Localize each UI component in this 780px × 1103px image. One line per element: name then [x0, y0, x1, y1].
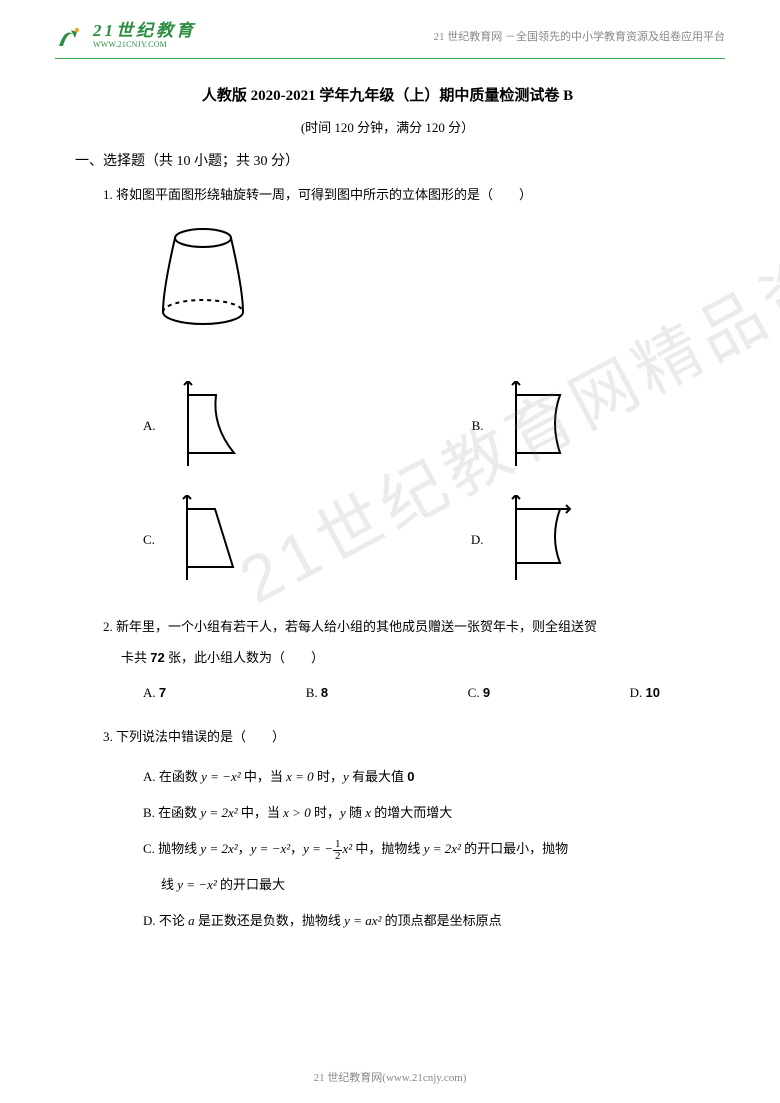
q1-option-b: B. — [472, 381, 580, 471]
logo: 21世纪教育 WWW.21CNJY.COM — [55, 20, 196, 52]
question-3: 3. 下列说法中错误的是（ ） A. 在函数 y = −x² 中，当 x = 0… — [103, 722, 700, 935]
section-1-header: 一、选择题（共 10 小题；共 30 分） — [75, 150, 700, 170]
q1-figA-icon — [172, 381, 252, 471]
q1-figD-icon — [500, 495, 580, 585]
header-right-text: 21 世纪教育网 －全国领先的中小学教育资源及组卷应用平台 — [434, 28, 726, 44]
q2-stem-line2: 卡共 72 张，此小组人数为（ ） — [121, 642, 700, 673]
q3-stem: 3. 下列说法中错误的是（ ） — [103, 722, 700, 752]
q2-stem-line1: 2. 新年里，一个小组有若干人，若每人给小组的其他成员赠送一张贺年卡，则全组送贺 — [103, 611, 700, 642]
q1-option-a: A. — [143, 381, 252, 471]
q1-optD-label: D. — [471, 525, 484, 555]
logo-sub-text: WWW.21CNJY.COM — [93, 41, 196, 50]
logo-main-text: 21世纪教育 — [93, 22, 196, 41]
q1-option-c: C. — [143, 495, 251, 585]
q1-optC-label: C. — [143, 525, 155, 555]
q3-optD: D. 不论 a 是正数还是负数，抛物线 y = ax² 的顶点都是坐标原点 — [143, 906, 700, 936]
content: 人教版 2020-2021 学年九年级（上）期中质量检测试卷 B (时间 120… — [0, 59, 780, 936]
page-header: 21世纪教育 WWW.21CNJY.COM 21 世纪教育网 －全国领先的中小学… — [0, 0, 780, 58]
q2-optD: D. 10 — [630, 677, 660, 708]
q3-optA: A. 在函数 y = −x² 中，当 x = 0 时，y 有最大值 0 — [143, 762, 700, 792]
question-1: 1. 将如图平面图形绕轴旋转一周，可得到图中所示的立体图形的是（ ） A. — [103, 180, 700, 597]
q1-figB-icon — [500, 381, 580, 471]
q2-optC: C. 9 — [468, 677, 490, 708]
q3-optC-line2: 线 y = −x² 的开口最大 — [161, 870, 700, 900]
q2-options: A. 7 B. 8 C. 9 D. 10 — [143, 677, 660, 708]
q1-figC-icon — [171, 495, 251, 585]
page-footer: 21 世纪教育网(www.21cnjy.com) — [0, 1069, 780, 1085]
q3-optB: B. 在函数 y = 2x² 中，当 x > 0 时，y 随 x 的增大而增大 — [143, 798, 700, 828]
q2-optB: B. 8 — [306, 677, 328, 708]
q1-option-d: D. — [471, 495, 580, 585]
exam-subtitle: (时间 120 分钟，满分 120 分） — [75, 117, 700, 136]
q1-optA-label: A. — [143, 411, 156, 441]
q1-main-figure — [143, 220, 700, 351]
q2-optA: A. 7 — [143, 677, 166, 708]
q1-stem: 1. 将如图平面图形绕轴旋转一周，可得到图中所示的立体图形的是（ ） — [103, 180, 700, 210]
q3-optC: C. 抛物线 y = 2x²，y = −x²，y = −12x² 中，抛物线 y… — [143, 834, 700, 864]
q1-optB-label: B. — [472, 411, 484, 441]
question-2: 2. 新年里，一个小组有若干人，若每人给小组的其他成员赠送一张贺年卡，则全组送贺… — [103, 611, 700, 709]
exam-title: 人教版 2020-2021 学年九年级（上）期中质量检测试卷 B — [75, 84, 700, 105]
logo-icon — [55, 20, 87, 52]
